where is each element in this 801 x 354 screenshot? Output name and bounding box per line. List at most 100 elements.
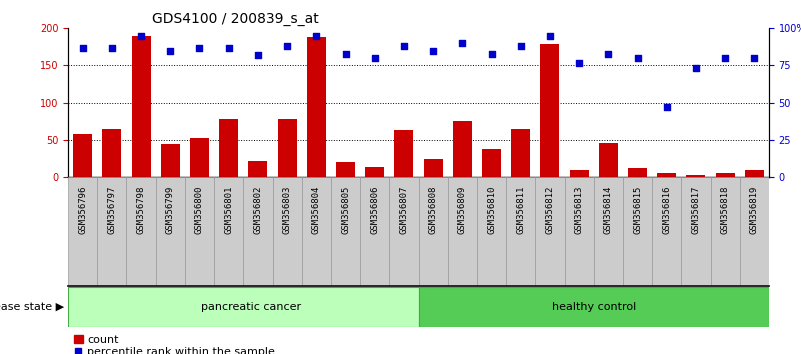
Bar (506, 177, 535, 285)
Text: GSM356797: GSM356797 (107, 185, 116, 234)
Bar (103, 129, 122, 177)
Point (485, 51, 498, 56)
Bar (278, 119, 296, 177)
Text: GDS4100 / 200839_s_at: GDS4100 / 200839_s_at (152, 12, 319, 26)
Text: disease state ▶: disease state ▶ (0, 302, 64, 312)
Text: GSM356798: GSM356798 (137, 185, 146, 234)
Bar (594, 177, 623, 285)
Text: GSM356807: GSM356807 (400, 185, 409, 234)
Point (223, 45, 235, 51)
Bar (686, 175, 706, 177)
Bar (628, 168, 647, 177)
Bar (453, 121, 472, 177)
Bar (365, 167, 384, 177)
Bar (448, 177, 477, 285)
Bar (623, 177, 652, 285)
Text: GSM356812: GSM356812 (545, 185, 554, 234)
Point (164, 48, 177, 53)
Bar (389, 177, 418, 285)
Point (106, 45, 119, 51)
Bar (97, 177, 127, 285)
Bar (565, 177, 594, 285)
Bar (715, 173, 735, 177)
Bar (482, 149, 501, 177)
Point (135, 33, 147, 39)
Bar (214, 177, 244, 285)
Text: pancreatic cancer: pancreatic cancer (200, 302, 300, 312)
Text: GSM356818: GSM356818 (721, 185, 730, 234)
Text: GSM356800: GSM356800 (195, 185, 204, 234)
Bar (73, 134, 92, 177)
Bar (131, 36, 151, 177)
Bar (541, 44, 559, 177)
Text: GSM356811: GSM356811 (516, 185, 525, 234)
Point (280, 43, 293, 49)
Text: GSM356804: GSM356804 (312, 185, 321, 234)
Point (310, 33, 323, 39)
Text: GSM356810: GSM356810 (487, 185, 496, 234)
Point (76, 45, 89, 51)
Bar (658, 173, 676, 177)
Bar (394, 130, 413, 177)
Bar (418, 177, 448, 285)
Text: GSM356813: GSM356813 (574, 185, 584, 234)
Bar (248, 161, 268, 177)
Legend: count, percentile rank within the sample: count, percentile rank within the sample (74, 335, 275, 354)
Point (252, 52, 264, 58)
Bar (244, 177, 272, 285)
Point (339, 51, 352, 56)
Text: GSM356803: GSM356803 (283, 185, 292, 234)
Text: GSM356817: GSM356817 (691, 185, 700, 234)
Bar (360, 177, 389, 285)
Text: GSM356802: GSM356802 (253, 185, 263, 234)
Bar (68, 287, 418, 327)
Text: GSM356814: GSM356814 (604, 185, 613, 234)
Bar (127, 177, 155, 285)
Bar (424, 159, 443, 177)
Bar (599, 143, 618, 177)
Point (748, 55, 761, 61)
Point (368, 55, 381, 61)
Bar (272, 177, 302, 285)
Point (602, 51, 614, 56)
Point (397, 43, 410, 49)
Bar (190, 138, 209, 177)
Point (456, 40, 469, 46)
Bar (155, 177, 185, 285)
Text: GSM356819: GSM356819 (750, 185, 759, 234)
Text: GSM356809: GSM356809 (458, 185, 467, 234)
Bar (307, 37, 326, 177)
Text: GSM356805: GSM356805 (341, 185, 350, 234)
Bar (511, 129, 530, 177)
Bar (336, 162, 355, 177)
Point (193, 45, 206, 51)
Bar (740, 177, 769, 285)
Text: GSM356815: GSM356815 (633, 185, 642, 234)
Bar (477, 177, 506, 285)
Point (514, 43, 527, 49)
Text: GSM356799: GSM356799 (166, 185, 175, 234)
Text: GSM356816: GSM356816 (662, 185, 671, 234)
Point (690, 65, 702, 71)
Text: GSM356801: GSM356801 (224, 185, 233, 234)
Text: GSM356808: GSM356808 (429, 185, 437, 234)
Bar (161, 144, 179, 177)
Point (631, 55, 644, 61)
Bar (535, 177, 565, 285)
Bar (302, 177, 331, 285)
Bar (331, 177, 360, 285)
Bar (185, 177, 214, 285)
Bar (745, 170, 764, 177)
Bar (570, 170, 589, 177)
Bar (710, 177, 740, 285)
Text: healthy control: healthy control (552, 302, 636, 312)
Bar (418, 287, 769, 327)
Point (544, 33, 557, 39)
Point (573, 60, 586, 65)
Text: GSM356796: GSM356796 (78, 185, 87, 234)
Bar (682, 177, 710, 285)
Point (427, 48, 440, 53)
Text: GSM356806: GSM356806 (370, 185, 379, 234)
Bar (219, 119, 238, 177)
Point (660, 104, 673, 110)
